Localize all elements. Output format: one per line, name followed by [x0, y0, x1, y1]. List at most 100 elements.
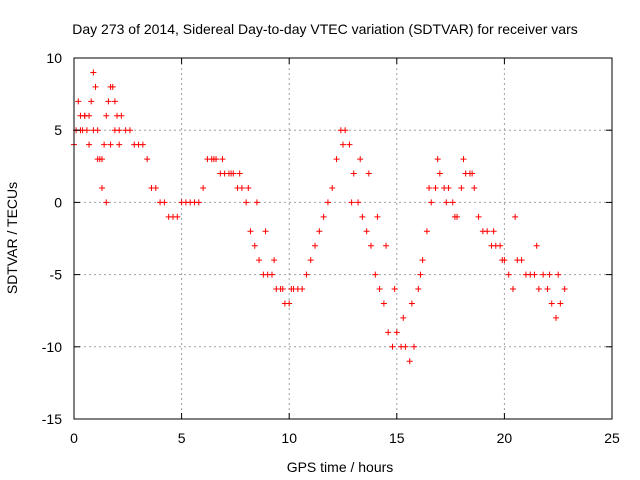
data-point: [445, 184, 452, 191]
data-point: [415, 286, 422, 293]
data-point: [490, 228, 497, 235]
data-point: [340, 141, 346, 148]
data-point: [279, 286, 286, 293]
data-point: [329, 184, 336, 191]
data-point: [86, 112, 93, 119]
data-point: [126, 127, 133, 134]
data-point: [363, 228, 370, 235]
data-point: [505, 271, 512, 278]
data-point: [372, 271, 379, 278]
x-tick-label: 20: [497, 430, 513, 446]
data-point: [460, 156, 467, 163]
data-point: [359, 213, 366, 220]
data-point: [195, 199, 202, 206]
data-point: [518, 257, 525, 264]
data-point: [299, 286, 306, 293]
data-point: [342, 127, 349, 134]
y-tick-label: 0: [54, 194, 62, 210]
y-tick-label: -10: [42, 339, 62, 355]
data-point: [555, 271, 562, 278]
data-point: [324, 199, 331, 206]
data-point: [101, 141, 108, 148]
data-point: [200, 184, 207, 191]
data-point: [98, 184, 105, 191]
chart-title: Day 273 of 2014, Sidereal Day-to-day VTE…: [72, 21, 578, 37]
data-point: [419, 257, 426, 264]
data-point: [402, 343, 409, 350]
data-point: [307, 257, 314, 264]
data-point: [75, 98, 82, 105]
data-point: [103, 199, 110, 206]
data-point: [268, 271, 275, 278]
data-point: [426, 184, 433, 191]
data-point: [320, 213, 327, 220]
data-point: [103, 112, 110, 119]
data-point: [174, 213, 181, 220]
data-point: [161, 199, 168, 206]
data-point: [499, 257, 506, 264]
data-point: [451, 213, 458, 220]
data-point: [83, 127, 90, 134]
data-point: [355, 199, 362, 206]
data-point: [288, 286, 295, 293]
data-point: [400, 314, 407, 321]
data-point: [449, 199, 456, 206]
data-point: [236, 170, 243, 177]
data-point: [367, 242, 374, 249]
data-point: [144, 156, 151, 163]
data-point: [458, 184, 465, 191]
data-point: [286, 300, 293, 307]
x-tick-label: 15: [389, 430, 405, 446]
data-point: [535, 286, 542, 293]
data-point: [262, 228, 269, 235]
data-point: [443, 199, 450, 206]
data-point: [98, 156, 105, 163]
axis-ticks: 0 5 10 15 20 25 -15 -10 -5 0 5 10: [42, 50, 620, 446]
data-point: [393, 329, 400, 336]
data-point: [247, 228, 254, 235]
data-point: [531, 271, 538, 278]
data-point: [561, 286, 568, 293]
x-tick-label: 5: [178, 430, 186, 446]
data-point: [557, 300, 564, 307]
data-points: [71, 69, 568, 365]
data-point: [152, 184, 159, 191]
data-point: [109, 83, 116, 90]
plot-frame: [73, 57, 613, 420]
x-tick-label: 25: [604, 430, 620, 446]
data-point: [434, 156, 441, 163]
data-point: [417, 271, 424, 278]
data-point: [118, 112, 125, 119]
x-axis-label: GPS time / hours: [287, 459, 394, 475]
data-point: [228, 170, 235, 177]
data-point: [544, 286, 551, 293]
y-tick-label: -5: [50, 267, 63, 283]
data-point: [436, 170, 443, 177]
data-point: [374, 213, 381, 220]
data-point: [510, 286, 517, 293]
data-point: [546, 271, 553, 278]
data-point: [107, 141, 114, 148]
data-point: [350, 170, 357, 177]
data-point: [210, 156, 217, 163]
data-point: [497, 242, 504, 249]
data-point: [238, 184, 245, 191]
data-point: [92, 83, 99, 90]
data-point: [553, 314, 560, 321]
data-point: [111, 127, 118, 134]
data-point: [90, 127, 97, 134]
data-point: [111, 98, 118, 105]
data-point: [548, 300, 555, 307]
data-point: [251, 242, 258, 249]
y-tick-label: -15: [42, 411, 62, 427]
y-axis-label: SDTVAR / TECUs: [4, 182, 20, 294]
data-point: [484, 228, 491, 235]
data-point: [471, 184, 478, 191]
data-point: [533, 242, 540, 249]
y-tick-label: 5: [54, 122, 62, 138]
data-point: [357, 156, 364, 163]
data-point: [469, 170, 476, 177]
data-point: [385, 329, 392, 336]
data-point: [512, 213, 519, 220]
